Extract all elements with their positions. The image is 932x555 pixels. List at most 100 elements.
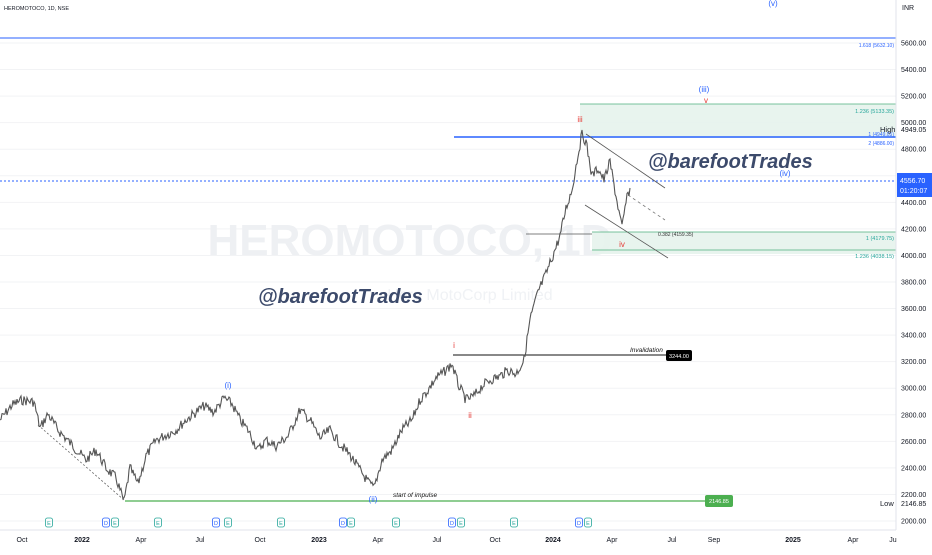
event-icon-frame[interactable]: [154, 517, 162, 528]
fib-zone-upper: [580, 104, 896, 138]
dividend-icon[interactable]: D: [104, 521, 108, 527]
y-tick-label: 3600.00: [901, 306, 926, 313]
y-tick-label: 2000.00: [901, 519, 926, 526]
earnings-icon[interactable]: E: [279, 521, 283, 527]
event-icon-frame[interactable]: [111, 517, 119, 528]
x-tick-label: Jul: [196, 537, 205, 544]
low-label: Low: [880, 499, 894, 508]
dividend-icon[interactable]: D: [577, 521, 581, 527]
channel-upper: [585, 133, 666, 189]
wave-label-iv-red: iv: [619, 240, 625, 249]
last-price-tag: [897, 173, 932, 197]
event-icon-frame[interactable]: [224, 517, 232, 528]
y-tick-label: 3400.00: [901, 333, 926, 340]
earnings-icon[interactable]: E: [349, 521, 353, 527]
x-tick-label: Apr: [607, 537, 619, 544]
symbol-line: HEROMOTOCO, 1D, NSE: [4, 6, 69, 12]
y-tick-label: 4000.00: [901, 253, 926, 260]
x-tick-label: Jul: [433, 537, 442, 544]
wave-label-v-blue: (v): [768, 0, 778, 8]
x-tick-label: Apr: [848, 537, 860, 544]
y-tick-label: 3800.00: [901, 280, 926, 287]
start-value: 2146.85: [709, 499, 729, 505]
fib-label-1236-up: 1.236 (5133.35): [855, 109, 894, 115]
fib-label-1-dn: 1 (4179.75): [866, 236, 894, 242]
x-tick-label: Apr: [136, 537, 148, 544]
event-icon-frame[interactable]: [347, 517, 355, 528]
y-axis: 2000.00 2200.00 2400.00 2600.00 2800.00 3000.…: [901, 41, 926, 526]
currency-label: INR: [902, 5, 914, 12]
event-icon-frame[interactable]: [575, 517, 583, 528]
event-icon-frame[interactable]: [584, 517, 592, 528]
y-tick-label: 5400.00: [901, 67, 926, 74]
price-line: [0, 129, 631, 501]
x-tick-label: 2023: [311, 537, 327, 544]
channel-lower: [584, 204, 669, 259]
fib-label-2: 2 (4886.00): [868, 141, 894, 147]
y-tick-label: 5000.00: [901, 120, 926, 127]
low-value: 2146.85: [901, 501, 926, 508]
event-icon-frame[interactable]: [339, 517, 347, 528]
x-tick-label: Apr: [373, 537, 385, 544]
y-tick-label: 4800.00: [901, 147, 926, 154]
earnings-icon[interactable]: E: [394, 521, 398, 527]
y-tick-label: 4400.00: [901, 200, 926, 207]
y-tick-label: 2400.00: [901, 465, 926, 472]
wave-label-i-red: i: [453, 341, 455, 350]
event-icon-frame[interactable]: [457, 517, 465, 528]
y-tick-label: 2800.00: [901, 412, 926, 419]
event-icon-frame[interactable]: [510, 517, 518, 528]
x-tick-label: Oct: [490, 537, 501, 544]
x-tick-label: Ju: [889, 537, 897, 544]
earnings-icon[interactable]: E: [512, 521, 516, 527]
earnings-icon[interactable]: E: [226, 521, 230, 527]
x-tick-label: 2025: [785, 537, 801, 544]
x-tick-label: Sep: [708, 537, 721, 544]
start-of-impulse-text: start of impulse: [393, 492, 437, 499]
earnings-icon[interactable]: E: [156, 521, 160, 527]
channel-mid: [627, 194, 666, 221]
dividend-icon[interactable]: D: [214, 521, 218, 527]
earnings-icon[interactable]: E: [586, 521, 590, 527]
earnings-icon[interactable]: E: [47, 521, 51, 527]
wave-label-iii-blue: (iii): [699, 85, 710, 94]
fib-label-0382: 0.382 (4159.35): [658, 232, 694, 238]
y-tick-label: 4200.00: [901, 226, 926, 233]
event-icon-frame[interactable]: [277, 517, 285, 528]
y-tick-label: 5200.00: [901, 94, 926, 101]
fib-label-1-up: 1 (4949.05): [868, 132, 894, 138]
x-tick-label: 2022: [74, 537, 90, 544]
invalidation-text: Invalidation: [630, 347, 663, 354]
grid: [0, 42, 896, 522]
fib-zone-lower: [592, 232, 896, 254]
event-icon-frame[interactable]: [392, 517, 400, 528]
author-tag-top: @barefootTrades: [648, 151, 813, 173]
dividend-icon[interactable]: D: [450, 521, 454, 527]
x-tick-label: Oct: [255, 537, 266, 544]
x-tick-label: Oct: [17, 537, 28, 544]
earnings-icon[interactable]: E: [459, 521, 463, 527]
y-tick-label: 2600.00: [901, 439, 926, 446]
wave-label-i-blue: (i): [224, 381, 231, 390]
start-value-tag: [705, 495, 733, 507]
event-icon-frame[interactable]: [212, 517, 220, 528]
author-tag-middle: @barefootTrades: [258, 286, 423, 308]
event-icon-frame[interactable]: [102, 517, 110, 528]
watermark-subtitle: Hero MotoCorp Limited: [387, 287, 552, 304]
y-tick-label: 3200.00: [901, 359, 926, 366]
earnings-icon[interactable]: E: [113, 521, 117, 527]
event-icon-frame[interactable]: [45, 517, 53, 528]
watermark-symbol: HEROMOTOCO, 1D: [207, 216, 612, 265]
dividend-icon[interactable]: D: [341, 521, 345, 527]
high-label: High: [880, 125, 895, 134]
wave-label-v-red: v: [704, 96, 708, 105]
trend-line-dotted: [37, 424, 125, 501]
fib-label-1618: 1.618 (5632.10): [859, 43, 895, 49]
countdown-value: 01:20:07: [900, 188, 927, 195]
x-tick-label: 2024: [545, 537, 561, 544]
event-icon-frame[interactable]: [448, 517, 456, 528]
last-price-value: 4556.70: [900, 178, 925, 185]
invalidation-tag: [666, 350, 692, 361]
